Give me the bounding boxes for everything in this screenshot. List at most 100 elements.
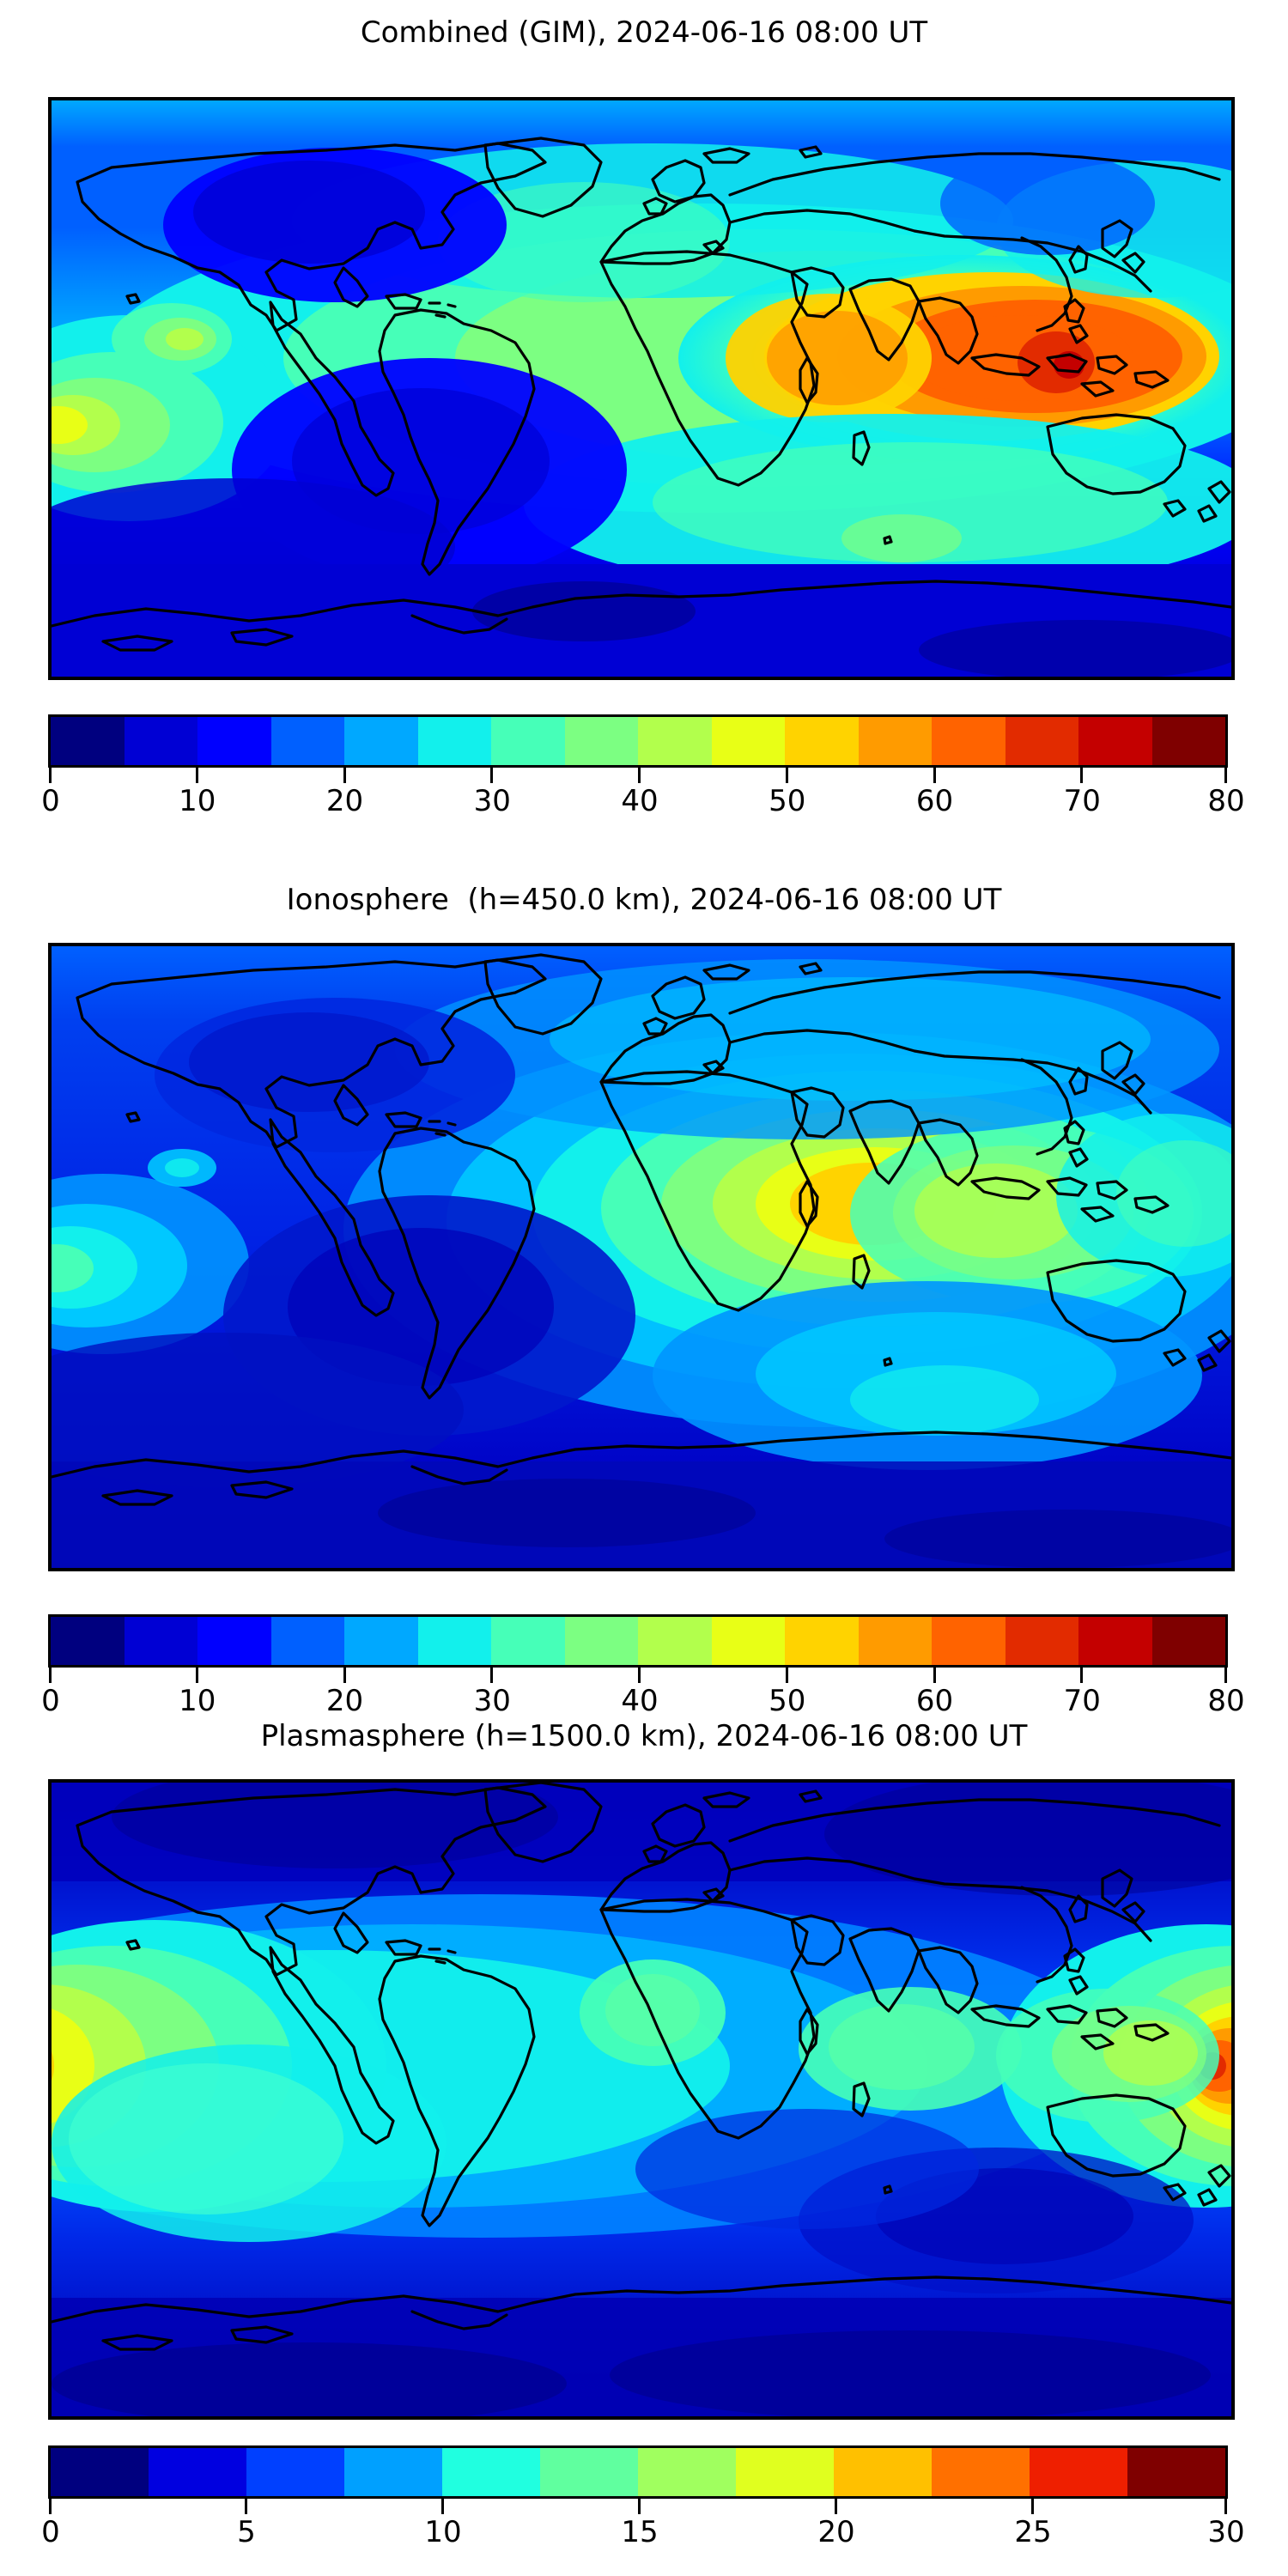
map-axes-ionosphere (48, 943, 1235, 1571)
colorbar-tick (343, 768, 346, 783)
colorbar-band (51, 717, 125, 765)
colorbar-tick-label: 25 (1014, 2515, 1052, 2549)
colorbar-tick-label: 80 (1207, 1684, 1245, 1718)
colorbar-tick (785, 768, 788, 783)
colorbar-band (638, 1617, 712, 1665)
colorbar-band (858, 1617, 932, 1665)
tec-contour-map-combined (52, 100, 1231, 677)
colorbar-band (1078, 1617, 1152, 1665)
colorbar-band (834, 2448, 932, 2496)
panel-combined-gim: Combined (GIM), 2024-06-16 08:00 UT (0, 0, 1288, 859)
map-axes-plasmasphere (48, 1779, 1235, 2420)
colorbar-tick (1080, 1668, 1084, 1683)
colorbar-tick (1224, 1668, 1227, 1683)
colorbar-tick-label: 20 (325, 784, 364, 818)
colorbar-band (246, 2448, 344, 2496)
colorbar-tick-labels-ionosphere: 0 10 20 30 40 50 60 70 80 (41, 1683, 1244, 1722)
colorbar-tick-label: 30 (473, 1684, 511, 1718)
colorbar-tick (638, 1668, 641, 1683)
colorbar-gradient-combined (48, 714, 1228, 768)
colorbar-tick-label: 10 (179, 1684, 216, 1718)
colorbar-band (344, 2448, 442, 2496)
colorbar-band (638, 2448, 736, 2496)
colorbar-band (564, 717, 638, 765)
colorbar-tick (49, 1668, 52, 1683)
colorbar-plasmasphere: 0 5 10 15 20 25 30 (41, 2445, 1245, 2554)
colorbar-tick-label: 50 (769, 784, 806, 818)
colorbar-band (785, 1617, 859, 1665)
colorbar-tick-labels-combined: 0 10 20 30 40 50 60 70 80 (41, 783, 1244, 823)
colorbar-tick-label: 0 (41, 784, 60, 818)
panel-title-combined-gim: Combined (GIM), 2024-06-16 08:00 UT (360, 15, 928, 50)
colorbar-band (1151, 717, 1225, 765)
colorbar-tick (835, 2499, 837, 2514)
colorbar-band (564, 1617, 638, 1665)
colorbar-tick (1224, 768, 1227, 783)
colorbar-band (197, 1617, 271, 1665)
colorbar-combined-gim: 0 10 20 30 40 50 60 70 80 (41, 714, 1245, 823)
colorbar-band (417, 1617, 491, 1665)
colorbar-band (858, 717, 932, 765)
colorbar-band (1005, 1617, 1078, 1665)
colorbar-tick-label: 70 (1063, 784, 1101, 818)
colorbar-tick-labels-plasmasphere: 0 5 10 15 20 25 30 (41, 2514, 1244, 2554)
colorbar-gradient-plasmasphere (48, 2445, 1228, 2499)
colorbar-tick-label: 0 (41, 2515, 60, 2549)
colorbar-band (1151, 1617, 1225, 1665)
colorbar-tick-label: 70 (1063, 1684, 1101, 1718)
colorbar-band (711, 717, 785, 765)
colorbar-tick (490, 768, 494, 783)
colorbar-tick (49, 2499, 52, 2514)
map-axes-combined-gim (48, 97, 1235, 680)
colorbar-band (124, 717, 197, 765)
colorbar-band (491, 1617, 565, 1665)
colorbar-band (1030, 2448, 1127, 2496)
colorbar-tick-label: 80 (1207, 784, 1245, 818)
colorbar-band (1127, 2448, 1225, 2496)
panel-title-plasmasphere: Plasmasphere (h=1500.0 km), 2024-06-16 0… (260, 1719, 1028, 1753)
colorbar-tick (343, 1668, 346, 1683)
colorbar-band (785, 717, 859, 765)
colorbar-tick (49, 768, 52, 783)
colorbar-band (932, 1617, 1005, 1665)
colorbar-ticks-plasmasphere (48, 2499, 1228, 2514)
colorbar-tick (441, 2499, 444, 2514)
colorbar-tick-label: 40 (621, 1684, 659, 1718)
colorbar-band (51, 2448, 149, 2496)
colorbar-band (197, 717, 271, 765)
colorbar-ticks-ionosphere (48, 1668, 1228, 1683)
colorbar-gradient-ionosphere (48, 1614, 1228, 1668)
colorbar-tick (638, 2499, 641, 2514)
colorbar-tick (1224, 2499, 1227, 2514)
colorbar-tick-label: 30 (473, 784, 511, 818)
colorbar-tick-label: 20 (325, 1684, 364, 1718)
colorbar-tick (245, 2499, 247, 2514)
colorbar-band (442, 2448, 540, 2496)
colorbar-tick (638, 768, 641, 783)
colorbar-band (540, 2448, 638, 2496)
colorbar-tick-label: 50 (769, 1684, 806, 1718)
colorbar-tick (1080, 768, 1084, 783)
colorbar-tick (933, 768, 936, 783)
colorbar-band (1078, 717, 1152, 765)
colorbar-band (711, 1617, 785, 1665)
colorbar-band (124, 1617, 197, 1665)
colorbar-tick (195, 1668, 198, 1683)
tec-contour-map-ionosphere (52, 946, 1231, 1568)
colorbar-tick-label: 10 (179, 784, 216, 818)
colorbar-band (1005, 717, 1078, 765)
panel-title-ionosphere: Ionosphere (h=450.0 km), 2024-06-16 08:0… (286, 883, 1002, 917)
tec-contour-map-plasmasphere (52, 1783, 1231, 2416)
colorbar-ticks-combined (48, 768, 1228, 783)
colorbar-tick-label: 15 (621, 2515, 659, 2549)
panel-ionosphere: Ionosphere (h=450.0 km), 2024-06-16 08:0… (0, 0, 1288, 1718)
colorbar-tick (490, 1668, 494, 1683)
colorbar-tick-label: 10 (424, 2515, 462, 2549)
colorbar-band (270, 1617, 344, 1665)
colorbar-band (344, 1617, 418, 1665)
colorbar-tick-label: 0 (41, 1684, 60, 1718)
colorbar-tick (195, 768, 198, 783)
colorbar-tick (933, 1668, 936, 1683)
colorbar-tick-label: 40 (621, 784, 659, 818)
